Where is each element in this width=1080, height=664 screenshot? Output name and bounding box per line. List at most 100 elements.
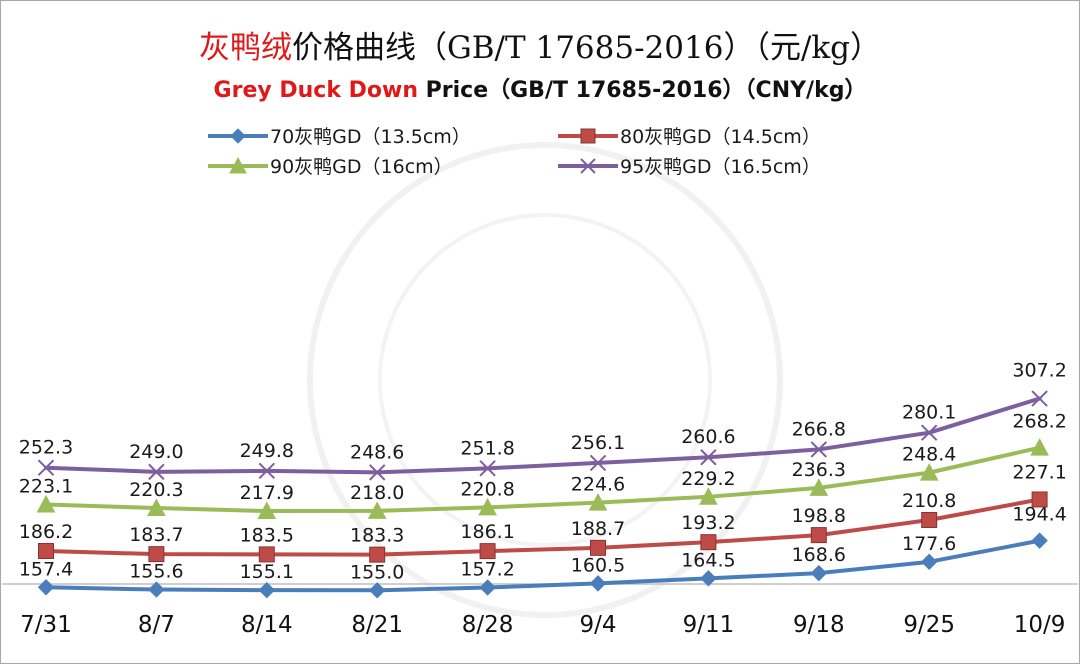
data-label: 210.8 <box>902 490 956 512</box>
data-label: 177.6 <box>902 533 956 555</box>
series-line <box>44 538 1042 593</box>
data-point <box>368 582 386 599</box>
data-point <box>920 424 938 441</box>
data-point <box>478 497 497 516</box>
data-point <box>700 570 717 587</box>
data-point <box>147 498 166 517</box>
data-point <box>38 542 54 559</box>
data-label: 217.9 <box>240 482 294 504</box>
title-cn-highlight: 灰鸭绒 <box>198 30 292 66</box>
data-label: 157.2 <box>460 559 514 581</box>
data-point <box>479 460 496 477</box>
data-label: 188.7 <box>571 518 625 540</box>
data-point <box>1031 491 1048 508</box>
data-label: 157.4 <box>19 558 73 580</box>
data-point <box>148 463 165 481</box>
series-line <box>44 396 1042 475</box>
data-label: 266.8 <box>792 418 846 440</box>
legend-label: 90灰鸭GD（16cm） <box>270 156 453 178</box>
data-point <box>921 511 938 528</box>
data-point <box>258 546 275 563</box>
data-point <box>1031 390 1048 407</box>
legend-label: 70灰鸭GD（13.5cm） <box>270 126 471 148</box>
x-tick-label: 9/25 <box>903 612 955 638</box>
x-tick-label: 9/18 <box>793 612 845 638</box>
x-tick-label: 9/4 <box>579 612 616 638</box>
data-point <box>810 527 827 544</box>
data-label: 227.1 <box>1012 461 1066 483</box>
title-cn-rest: 价格曲线（GB/T 17685-2016）（元/kg） <box>291 30 882 66</box>
data-label: 193.2 <box>681 512 735 534</box>
watermark-outer-ring <box>307 142 783 618</box>
data-label: 260.6 <box>681 426 735 448</box>
data-point <box>588 493 608 511</box>
data-point <box>258 462 276 480</box>
data-label: 248.6 <box>350 441 404 463</box>
data-label: 155.1 <box>240 561 294 583</box>
data-point <box>590 539 606 556</box>
data-point <box>1030 438 1049 456</box>
data-label: 168.6 <box>792 544 846 566</box>
legend-label: 95灰鸭GD（16.5cm） <box>620 156 821 178</box>
data-point <box>809 478 829 496</box>
data-point <box>36 494 56 513</box>
data-point <box>919 463 939 481</box>
watermark-inner-ring <box>378 213 712 547</box>
legend-label: 80灰鸭GD（14.5cm） <box>620 126 821 148</box>
data-point <box>257 501 277 520</box>
data-point <box>479 579 496 596</box>
data-point <box>920 553 938 571</box>
data-point <box>479 543 496 560</box>
legend-marker <box>230 128 246 144</box>
data-label: 248.4 <box>902 444 956 466</box>
data-point <box>368 464 386 481</box>
data-label: 183.7 <box>129 524 183 546</box>
data-label: 183.5 <box>240 524 294 546</box>
data-point <box>367 501 387 519</box>
data-point <box>810 564 828 582</box>
data-point <box>148 546 165 563</box>
data-label: 186.1 <box>460 521 514 543</box>
data-label: 220.8 <box>460 478 514 500</box>
data-label: 164.5 <box>681 549 735 571</box>
data-point <box>369 546 386 563</box>
x-tick-label: 8/28 <box>462 612 514 638</box>
data-label: 249.8 <box>240 440 294 462</box>
title-en-highlight: Grey Duck Down <box>213 78 418 103</box>
series-line <box>44 445 1042 514</box>
x-tick-label: 8/7 <box>138 612 175 638</box>
data-label: 198.8 <box>792 505 846 527</box>
x-tick-label: 10/9 <box>1014 612 1066 638</box>
data-label: 223.1 <box>19 475 73 497</box>
legend-marker <box>229 156 247 174</box>
chart-title-en: Grey Duck Down Price（GB/T 17685-2016）（CN… <box>0 72 1080 104</box>
x-tick-label: 7/31 <box>20 612 72 638</box>
data-label: 155.0 <box>350 561 404 583</box>
legend-marker <box>580 158 596 174</box>
x-tick-label: 8/21 <box>351 612 403 638</box>
data-point <box>589 454 607 472</box>
data-point <box>699 487 718 505</box>
data-label: 155.6 <box>129 561 183 583</box>
data-point <box>37 579 55 596</box>
data-point <box>810 441 828 458</box>
chart-title-cn: 灰鸭绒价格曲线（GB/T 17685-2016）（元/kg） <box>0 22 1080 67</box>
data-label: 249.0 <box>129 441 183 463</box>
data-point <box>700 449 717 466</box>
legend-marker <box>580 128 596 144</box>
data-point <box>1031 532 1048 549</box>
data-label: 229.2 <box>681 468 735 490</box>
data-label: 252.3 <box>19 437 73 459</box>
data-label: 218.0 <box>350 482 404 504</box>
series-line <box>44 497 1042 557</box>
data-label: 186.2 <box>19 521 73 543</box>
data-point <box>700 534 717 551</box>
data-label: 194.4 <box>1012 504 1066 526</box>
data-label: 224.6 <box>571 474 625 496</box>
data-point <box>258 581 276 599</box>
data-label: 280.1 <box>902 402 956 424</box>
title-en-rest: Price（GB/T 17685-2016）（CNY/kg） <box>417 78 867 103</box>
data-label: 183.3 <box>350 525 404 547</box>
data-point <box>37 459 55 476</box>
